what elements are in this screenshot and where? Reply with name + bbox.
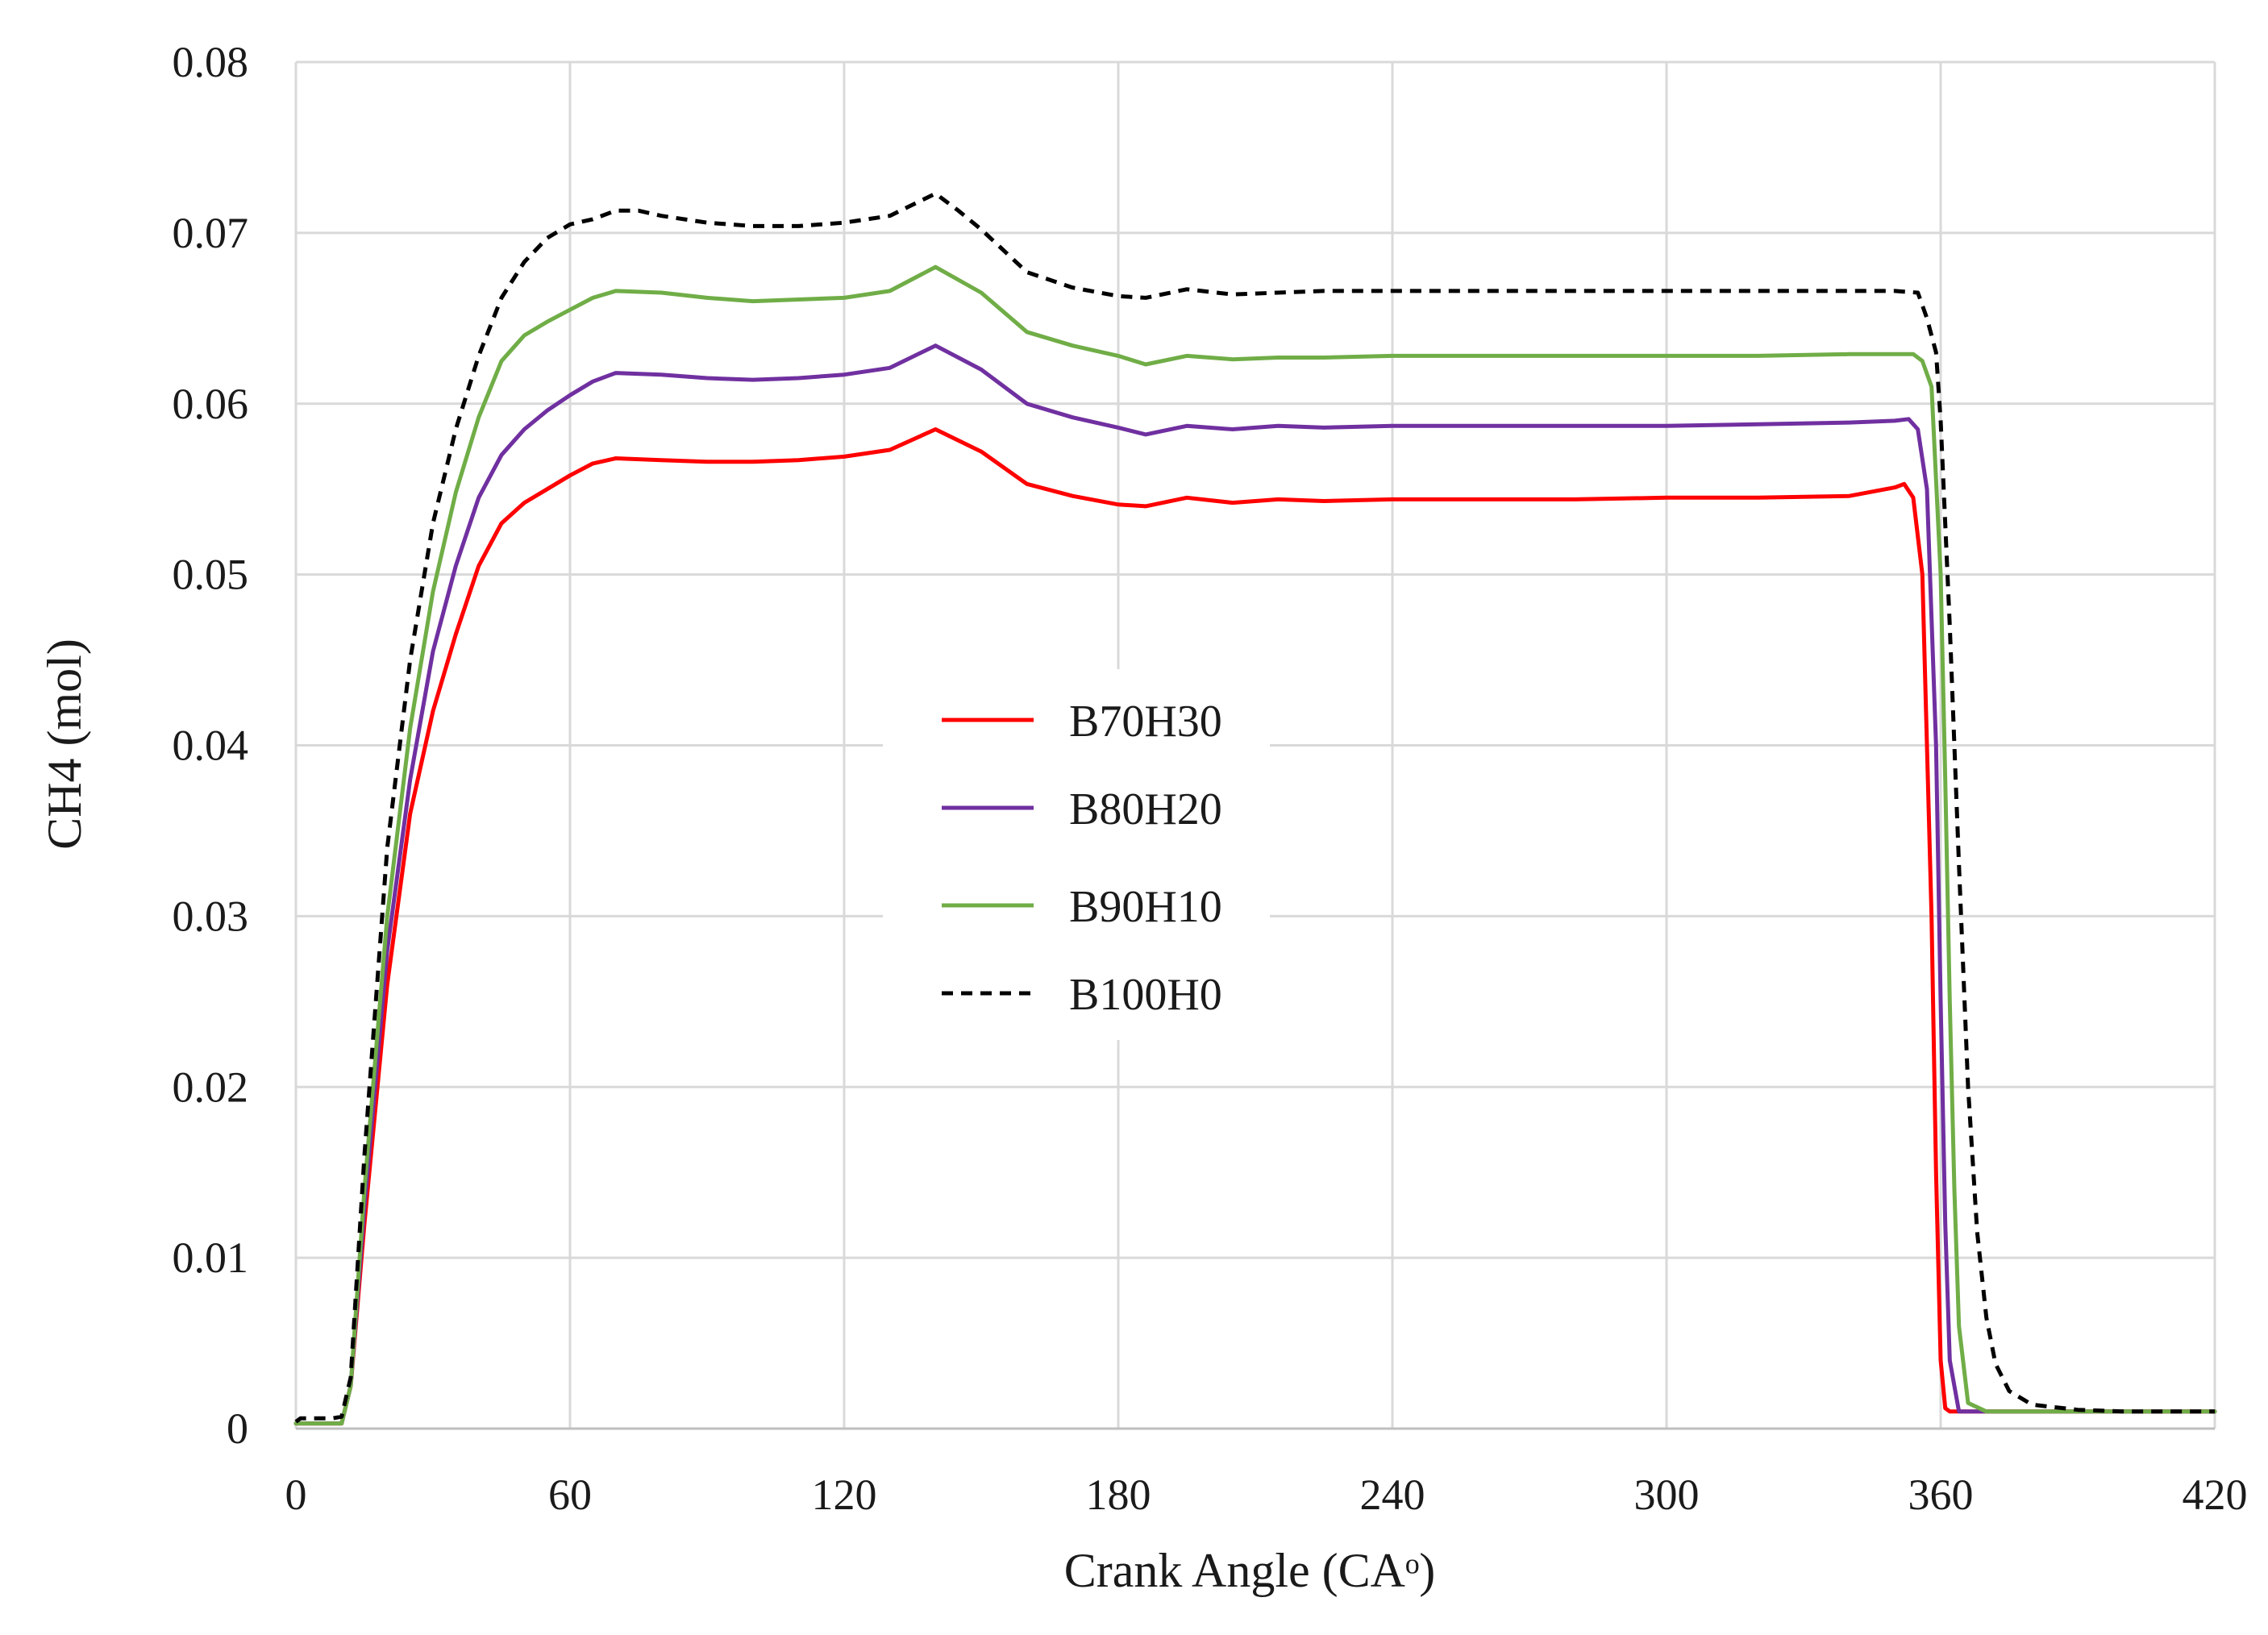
x-tick-label: 240 xyxy=(1360,1471,1425,1519)
y-tick-label: 0.05 xyxy=(173,551,249,599)
series-line-b90h10 xyxy=(293,264,2217,1426)
gridlines xyxy=(294,60,2216,1430)
legend-label-b80h20: B80H20 xyxy=(1069,784,1222,834)
x-tick-label: 60 xyxy=(548,1471,592,1519)
legend: B70H30 B80H20 B90H10 B100H0 xyxy=(883,669,1270,1040)
series-line-b80h20 xyxy=(293,343,2217,1426)
x-axis-title: Crank Angle (CAᵒ) xyxy=(1064,1544,1436,1597)
y-tick-label: 0.04 xyxy=(173,722,249,770)
y-tick-label: 0.02 xyxy=(173,1063,249,1111)
y-axis-title: CH4 (mol) xyxy=(38,639,91,850)
x-tick-label: 0 xyxy=(285,1471,307,1519)
y-tick-label: 0 xyxy=(227,1404,248,1453)
tick-labels: 0 0.01 0.02 0.03 0.04 0.05 0.06 0.07 0.08 0 60 120 1… xyxy=(173,38,2248,1519)
y-tick-label: 0.06 xyxy=(173,380,249,428)
x-tick-label: 360 xyxy=(1908,1471,1974,1519)
series-line-b100h0 xyxy=(294,191,2215,1424)
legend-label-b90h10: B90H10 xyxy=(1069,882,1222,932)
legend-label-b100h0: B100H0 xyxy=(1069,970,1222,1020)
x-tick-label: 420 xyxy=(2183,1471,2248,1519)
x-tick-label: 180 xyxy=(1086,1471,1151,1519)
legend-label-b70h30: B70H30 xyxy=(1069,697,1222,747)
series-lines xyxy=(293,191,2217,1426)
y-tick-label: 0.03 xyxy=(173,892,249,940)
series-line-b70h30 xyxy=(293,427,2217,1426)
legend-background xyxy=(883,669,1270,1040)
x-tick-label: 120 xyxy=(812,1471,877,1519)
x-tick-label: 300 xyxy=(1634,1471,1700,1519)
y-tick-label: 0.07 xyxy=(173,209,249,257)
y-tick-label: 0.08 xyxy=(173,38,249,86)
y-tick-label: 0.01 xyxy=(173,1234,249,1282)
